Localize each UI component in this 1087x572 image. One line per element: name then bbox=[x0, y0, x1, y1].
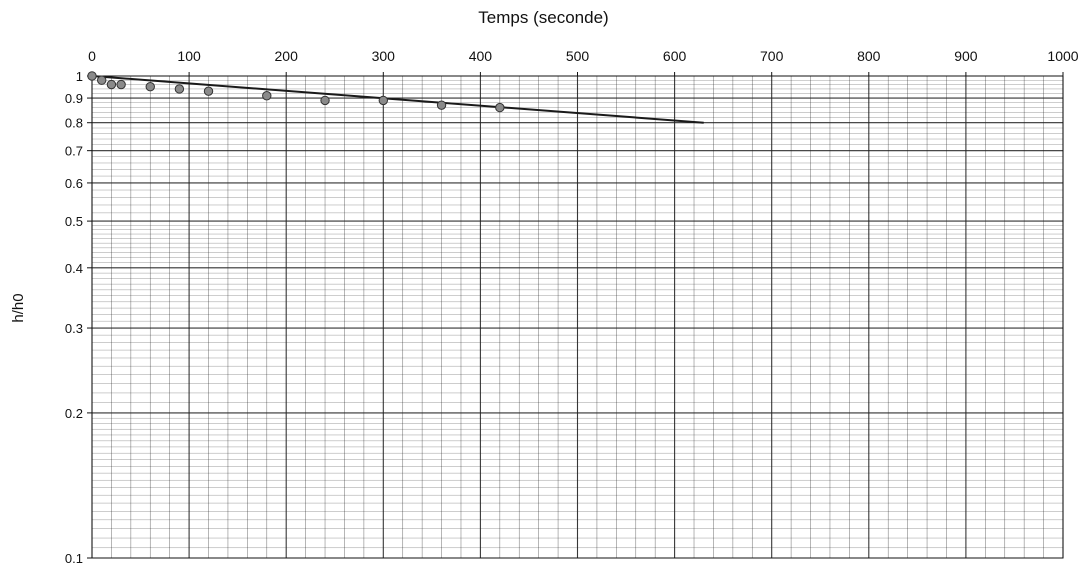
y-tick-label: 0.1 bbox=[65, 551, 83, 566]
data-point bbox=[174, 84, 185, 94]
trend-line bbox=[91, 75, 704, 124]
x-tick-label: 300 bbox=[372, 48, 396, 64]
x-tick-label: 900 bbox=[954, 48, 978, 64]
y-tick-label: 0.4 bbox=[65, 261, 83, 276]
data-point bbox=[262, 91, 272, 101]
data-point bbox=[106, 79, 117, 90]
y-tick-label: 0.3 bbox=[65, 321, 83, 336]
y-tick-label: 0.9 bbox=[65, 91, 83, 106]
data-point bbox=[495, 102, 505, 113]
y-axis-title: h/h0 bbox=[10, 293, 27, 323]
x-tick-label: 700 bbox=[760, 48, 784, 64]
x-tick-label: 500 bbox=[566, 48, 590, 64]
data-point bbox=[378, 95, 388, 106]
y-tick-label: 0.6 bbox=[65, 176, 83, 191]
x-axis-title: Temps (seconde) bbox=[478, 8, 609, 27]
x-tick-label: 600 bbox=[663, 48, 687, 64]
data-point bbox=[436, 100, 447, 110]
data-point bbox=[145, 82, 155, 92]
data-point bbox=[203, 86, 214, 96]
x-tick-label: 400 bbox=[469, 48, 493, 64]
y-tick-label: 1 bbox=[76, 69, 83, 84]
x-tick-label: 200 bbox=[275, 48, 299, 64]
x-tick-label: 0 bbox=[88, 48, 96, 64]
data-point bbox=[320, 95, 330, 106]
data-point bbox=[87, 71, 97, 81]
x-tick-label: 100 bbox=[177, 48, 201, 64]
data-point bbox=[97, 75, 107, 85]
x-tick-label: 800 bbox=[857, 48, 881, 64]
y-tick-label: 0.5 bbox=[65, 214, 83, 229]
y-tick-label: 0.8 bbox=[65, 116, 83, 131]
data-point bbox=[116, 79, 126, 90]
y-tick-label: 0.7 bbox=[65, 144, 83, 159]
x-tick-label: 1000 bbox=[1047, 48, 1078, 64]
y-tick-label: 0.2 bbox=[65, 406, 83, 421]
